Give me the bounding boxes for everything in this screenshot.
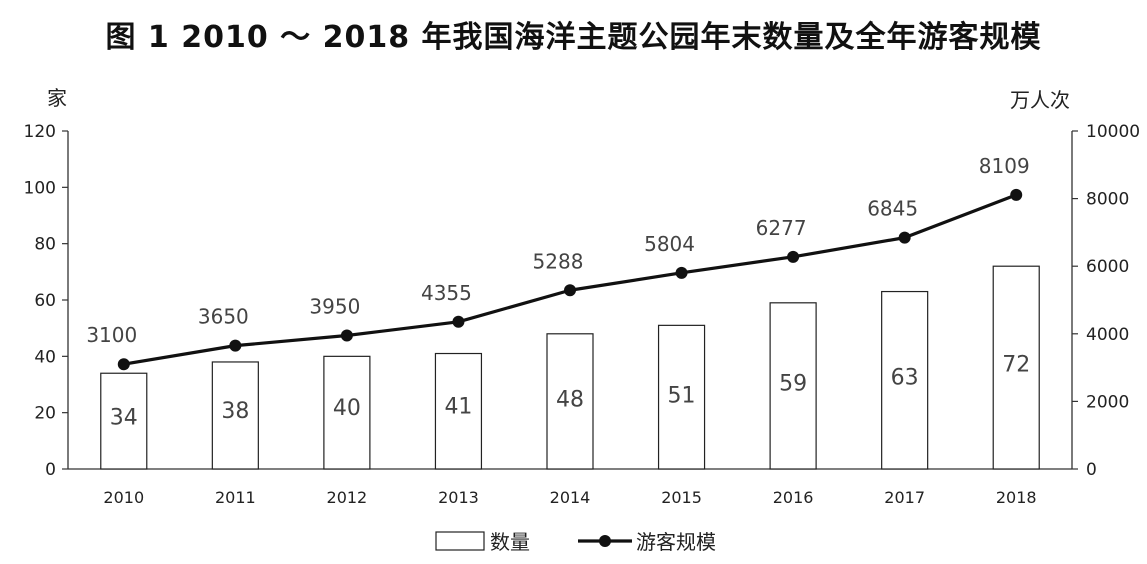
x-axis-tick-label: 2017 xyxy=(884,488,925,507)
line-data-label: 6277 xyxy=(756,216,807,240)
bar-data-label: 72 xyxy=(1002,353,1030,378)
visitor-point xyxy=(340,329,353,342)
line-data-label: 3100 xyxy=(86,323,137,347)
bar xyxy=(881,290,929,470)
x-axis-tick-label: 2011 xyxy=(215,488,256,507)
right-axis-unit: 万人次 xyxy=(1010,88,1070,112)
visitor-point xyxy=(898,231,911,244)
right-axis-tick-label: 6000 xyxy=(1086,257,1129,277)
bar-data-label: 40 xyxy=(333,396,361,421)
visitor-point xyxy=(787,250,800,263)
bar-data-label: 41 xyxy=(444,394,472,419)
line-data-label: 4355 xyxy=(421,281,472,305)
line-data-label: 5804 xyxy=(644,232,695,256)
left-axis-tick-label: 80 xyxy=(34,235,56,255)
visitor-point xyxy=(564,284,576,297)
left-axis-tick-label: 20 xyxy=(34,404,56,424)
bar-data-label: 48 xyxy=(556,388,584,413)
bar xyxy=(657,324,706,470)
x-axis-tick-label: 2010 xyxy=(103,488,144,507)
line-data-label: 6845 xyxy=(867,197,918,221)
x-axis-tick-label: 2012 xyxy=(327,488,368,507)
left-axis-tick-label: 60 xyxy=(34,291,56,311)
bar-data-label: 38 xyxy=(221,399,249,424)
right-axis-tick-label: 8000 xyxy=(1086,190,1129,210)
bar xyxy=(100,372,148,470)
line-data-label: 3950 xyxy=(309,294,360,318)
legend-line-label: 游客规模 xyxy=(636,530,716,554)
visitor-point xyxy=(1010,188,1023,201)
line-data-label: 5288 xyxy=(533,249,584,273)
legend-line-marker xyxy=(599,535,611,547)
visitor-point xyxy=(117,358,130,371)
left-axis-unit: 家 xyxy=(47,86,67,110)
bar-data-label: 63 xyxy=(891,366,919,391)
bar-data-label: 59 xyxy=(779,372,807,397)
right-axis-tick-label: 10000 xyxy=(1086,122,1140,142)
legend-bar-label: 数量 xyxy=(490,530,530,554)
x-axis-tick-label: 2014 xyxy=(550,488,591,507)
bar-data-label: 34 xyxy=(110,405,138,430)
x-axis-tick-label: 2015 xyxy=(661,488,702,507)
line-data-label: 8109 xyxy=(979,154,1030,178)
bar xyxy=(434,352,483,470)
right-axis-tick-label: 0 xyxy=(1086,460,1097,480)
visitor-point xyxy=(229,339,242,352)
x-axis-tick-label: 2018 xyxy=(996,488,1037,507)
left-axis-tick-label: 40 xyxy=(34,347,56,367)
x-axis-tick-label: 2016 xyxy=(773,488,814,507)
left-axis-tick-label: 120 xyxy=(24,122,56,142)
bar xyxy=(323,355,371,470)
right-axis-tick-label: 2000 xyxy=(1086,392,1129,412)
right-axis-tick-label: 4000 xyxy=(1086,325,1129,345)
visitor-point xyxy=(675,266,688,279)
left-axis-tick-label: 0 xyxy=(45,460,56,480)
legend-bar-swatch xyxy=(435,531,485,551)
chart-title: 图 1 2010 ～ 2018 年我国海洋主题公园年末数量及全年游客规模 xyxy=(105,20,1042,55)
bar xyxy=(546,333,594,470)
bar-data-label: 51 xyxy=(668,383,696,408)
visitor-point xyxy=(452,315,465,328)
bar xyxy=(992,265,1040,470)
left-axis-tick-label: 100 xyxy=(24,178,56,198)
bar xyxy=(769,302,817,470)
x-axis-tick-label: 2013 xyxy=(438,488,479,507)
line-data-label: 3650 xyxy=(198,305,249,329)
bar xyxy=(211,361,259,470)
